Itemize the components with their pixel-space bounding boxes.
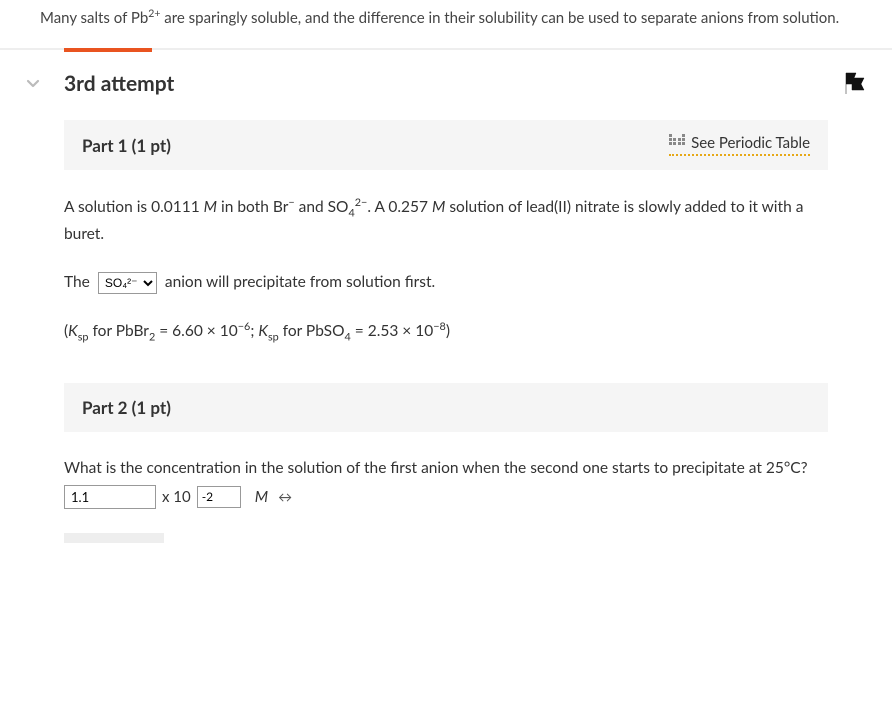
the-label: The: [64, 268, 90, 297]
chevron-down-icon[interactable]: [24, 74, 42, 92]
problem-intro: Many salts of Pb2+ are sparingly soluble…: [0, 0, 892, 48]
part2-title: Part 2 (1 pt): [82, 397, 171, 418]
part1-title: Part 1 (1 pt): [82, 135, 171, 156]
part1-header: Part 1 (1 pt) S: [64, 120, 828, 170]
unit-label: M: [255, 488, 268, 506]
bottom-progress-stub: [64, 533, 164, 543]
periodic-table-icon: [669, 134, 685, 152]
intro-suffix: are sparingly soluble, and the differenc…: [160, 9, 839, 27]
coefficient-input[interactable]: [64, 485, 156, 509]
periodic-table-link[interactable]: See Periodic Table: [669, 134, 810, 156]
intro-sup: 2+: [148, 8, 160, 20]
exponent-input[interactable]: [197, 486, 241, 508]
intro-prefix: Many salts of Pb: [40, 9, 148, 27]
part1-answer-row: The SO₄²⁻ anion will precipitate from so…: [64, 268, 828, 297]
ksp-text: (Ksp for PbBr2 = 6.60 × 10−6; Ksp for Pb…: [64, 320, 828, 343]
times-ten-label: x 10: [162, 488, 191, 506]
attempt-divider: 3rd attempt Part 1 (1 pt): [0, 48, 892, 543]
attempt-header: 3rd attempt: [0, 50, 892, 120]
part1-body: A solution is 0.0111 M in both Br− and S…: [64, 194, 828, 246]
part2-body: What is the concentration in the solutio…: [64, 456, 828, 481]
part2-answer-row: x 10 M ↔: [64, 485, 828, 509]
flag-icon[interactable]: [842, 70, 868, 96]
progress-indicator: [64, 48, 152, 52]
part2-header: Part 2 (1 pt): [64, 383, 828, 432]
content-area: Part 1 (1 pt) S: [0, 120, 892, 519]
anion-select[interactable]: SO₄²⁻: [98, 272, 157, 294]
resize-horizontal-icon[interactable]: ↔: [278, 488, 292, 505]
attempt-title: 3rd attempt: [64, 71, 842, 96]
answer-suffix: anion will precipitate from solution fir…: [165, 268, 435, 297]
periodic-table-label: See Periodic Table: [691, 134, 810, 152]
